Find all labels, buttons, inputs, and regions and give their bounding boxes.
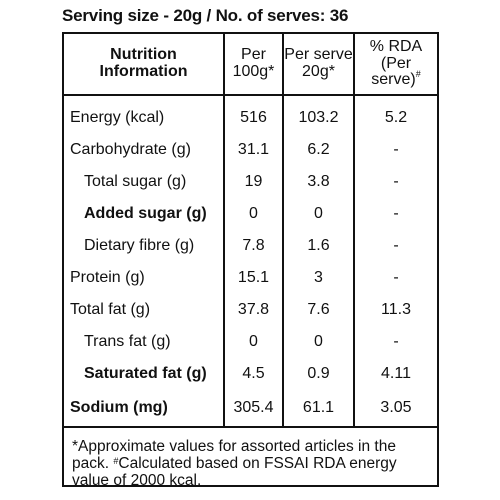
row-label: Protein (g) <box>70 269 145 286</box>
header-rda-line2: (Per serve) <box>371 54 416 89</box>
value-rda: 5.2 <box>353 95 437 134</box>
value-per-serve: 0.9 <box>282 358 354 390</box>
value-per-serve: 3.8 <box>282 166 354 198</box>
value-per-serve: 3 <box>282 262 354 294</box>
value-per-100g: 15.1 <box>223 262 283 294</box>
row-sodium: Sodium (mg) 305.4 61.1 3.05 <box>64 390 437 426</box>
header-rda-mark: # <box>415 69 421 80</box>
header-rda: % RDA (Per serve)# <box>353 34 437 96</box>
value-per-serve: 1.6 <box>282 230 354 262</box>
row-dietary-fibre: Dietary fibre (g) 7.8 1.6 - <box>64 230 437 262</box>
value-per-serve: 61.1 <box>282 390 354 426</box>
value-per-serve: 0 <box>282 198 354 230</box>
value-rda: 3.05 <box>353 390 437 426</box>
value-rda: - <box>353 198 437 230</box>
value-rda: - <box>353 166 437 198</box>
row-trans-fat: Trans fat (g) 0 0 - <box>64 326 437 358</box>
value-per-100g: 7.8 <box>223 230 283 262</box>
value-per-serve: 103.2 <box>282 95 354 134</box>
header-per-100g-line1: Per <box>241 46 266 64</box>
value-per-100g: 516 <box>223 95 283 134</box>
header-per-serve-line1: Per serve <box>284 46 353 64</box>
nutrition-table: Nutrition Information Per 100g* Per serv… <box>64 34 437 426</box>
row-label: Sodium (mg) <box>70 399 168 416</box>
header-per-100g-line2: 100g <box>232 63 269 80</box>
value-per-100g: 0 <box>223 326 283 358</box>
footnote: *Approximate values for assorted article… <box>64 426 437 489</box>
header-rda-line1: % RDA <box>369 37 423 55</box>
header-per-100g-mark: * <box>268 63 275 80</box>
header-row: Nutrition Information Per 100g* Per serv… <box>64 34 437 96</box>
header-per-serve-line2: 20g <box>302 63 329 80</box>
row-carbohydrate: Carbohydrate (g) 31.1 6.2 - <box>64 134 437 166</box>
row-added-sugar: Added sugar (g) 0 0 - <box>64 198 437 230</box>
footnote-line1: *Approximate values for assorted article… <box>72 438 396 455</box>
value-rda: - <box>353 262 437 294</box>
header-per-100g: Per 100g* <box>223 34 283 96</box>
row-energy: Energy (kcal) 516 103.2 5.2 <box>64 95 437 134</box>
serving-size-title: Serving size - 20g / No. of serves: 36 <box>62 6 349 25</box>
value-per-serve: 0 <box>282 326 354 358</box>
row-label: Total fat (g) <box>70 301 151 318</box>
header-nutrition-information: Nutrition Information <box>64 34 224 96</box>
value-per-100g: 37.8 <box>223 294 283 326</box>
row-total-fat: Total fat (g) 37.8 7.6 11.3 <box>64 294 437 326</box>
value-per-serve: 6.2 <box>282 134 354 166</box>
row-label: Saturated fat (g) <box>84 365 207 382</box>
value-rda: - <box>353 230 437 262</box>
footnote-line3: value of 2000 kcal. <box>72 472 202 489</box>
footnote-line2b: Calculated based on FSSAI RDA energy <box>118 455 397 472</box>
footnote-hash-mark: # <box>113 456 119 466</box>
value-per-100g: 19 <box>223 166 283 198</box>
value-per-100g: 305.4 <box>223 390 283 426</box>
row-label: Dietary fibre (g) <box>84 237 195 254</box>
value-per-100g: 0 <box>223 198 283 230</box>
row-label: Energy (kcal) <box>70 109 165 126</box>
row-protein: Protein (g) 15.1 3 - <box>64 262 437 294</box>
value-per-serve: 7.6 <box>282 294 354 326</box>
row-label: Carbohydrate (g) <box>70 141 191 158</box>
nutrition-label: Nutrition Information Per 100g* Per serv… <box>62 32 439 489</box>
header-per-serve-mark: * <box>328 63 335 80</box>
value-per-100g: 4.5 <box>223 358 283 390</box>
row-saturated-fat: Saturated fat (g) 4.5 0.9 4.11 <box>64 358 437 390</box>
row-label: Total sugar (g) <box>84 173 187 190</box>
row-label: Added sugar (g) <box>84 205 207 222</box>
row-total-sugar: Total sugar (g) 19 3.8 - <box>64 166 437 198</box>
header-per-serve: Per serve 20g* <box>282 34 354 96</box>
value-rda: 4.11 <box>353 358 437 390</box>
value-rda: 11.3 <box>353 294 437 326</box>
value-rda: - <box>353 134 437 166</box>
footnote-line2a: pack. <box>72 455 114 472</box>
value-rda: - <box>353 326 437 358</box>
value-per-100g: 31.1 <box>223 134 283 166</box>
row-label: Trans fat (g) <box>84 333 171 350</box>
